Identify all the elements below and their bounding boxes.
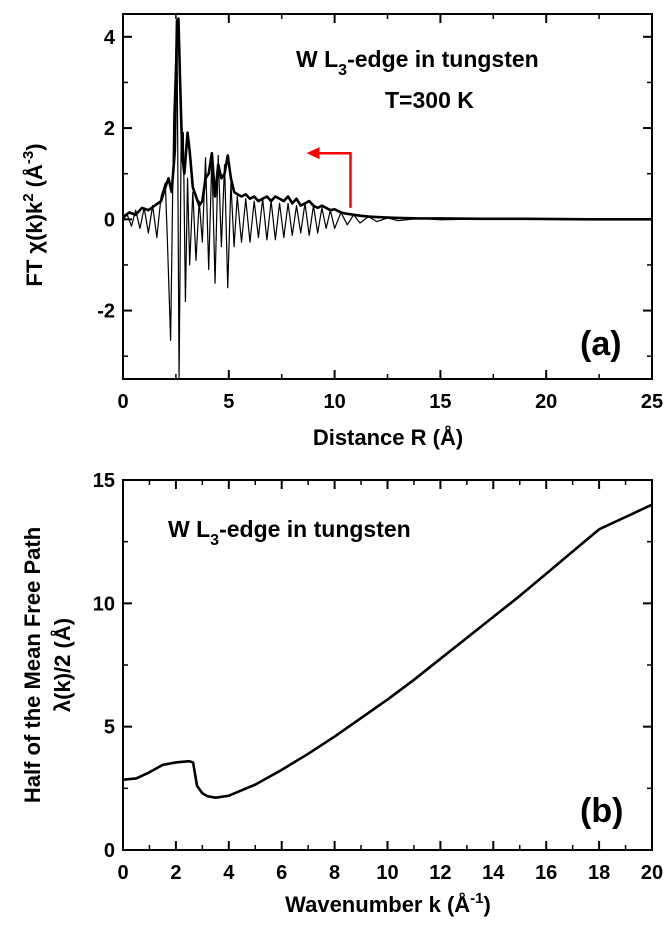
panel-b-y-axis-title-line2: λ(k)/2 (Å) [49,618,75,712]
red-arrow-head [306,147,320,160]
x-tick-label: 12 [429,862,451,884]
panel-b-x-tick-labels: 0 2 4 6 8 10 12 14 16 18 20 [117,862,663,884]
x-tick-label: 15 [429,391,451,413]
x-tick-label: 2 [170,862,181,884]
panel-b-x-axis-title: Wavenumber k (Å-1) [285,890,491,917]
y-tick-label: 10 [93,593,115,615]
panel-b: 0 2 4 6 8 10 12 14 16 18 20 0 5 10 15 W L3-edge in tu… [20,470,663,917]
y-tick-label: 5 [104,717,115,739]
panel-b-annotation: W L3-edge in tungsten [168,516,411,549]
panel-a-y-axis-title: FT χ(k)k2 (Å-3) [20,143,47,286]
x-tick-label: 16 [535,862,557,884]
panel-a-series [122,17,652,380]
panel-b-ticks [122,479,653,851]
x-tick-label: 25 [641,391,663,413]
panel-a-annotation-line2: T=300 K [385,87,474,113]
y-tick-label: 0 [104,840,115,862]
x-tick-label: 10 [376,862,398,884]
panel-a-arrow [306,147,352,208]
x-tick-label: 20 [641,862,663,884]
panel-a-annotation-line1: W L3-edge in tungsten [296,46,539,79]
y-tick-label: -2 [97,301,115,323]
x-tick-label: 5 [223,391,234,413]
panel-b-label: (b) [580,792,623,830]
x-tick-label: 4 [223,862,235,884]
panel-b-series [122,503,653,800]
panel-a-ticks [122,14,653,379]
x-tick-label: 6 [276,862,287,884]
y-tick-label: 4 [104,27,116,49]
y-tick-label: 0 [104,209,115,231]
panel-b-y-axis-title-line1: Half of the Mean Free Path [20,527,45,803]
panel-a-label: (a) [580,325,622,363]
y-tick-label: 15 [93,470,115,492]
panel-a-y-tick-labels: -2 0 2 4 [97,27,116,323]
panel-a-x-axis-title: Distance R (Å) [313,424,463,450]
x-tick-label: 20 [535,391,557,413]
x-tick-label: 18 [588,862,610,884]
series-line-thick [122,503,653,800]
red-arrow-line [315,151,352,208]
panel-a-x-tick-labels: 0 5 10 15 20 25 [117,391,663,413]
panel-b-y-tick-labels: 0 5 10 15 [93,470,115,862]
x-tick-label: 8 [329,862,340,884]
panel-a: 0 5 10 15 20 25 -2 0 2 4 W L3-edge in tungsten T… [20,13,663,450]
x-tick-label: 10 [323,391,345,413]
series-line-thin [122,20,652,380]
series-line-thick [122,17,652,221]
y-tick-label: 2 [104,118,115,140]
x-tick-label: 14 [482,862,505,884]
x-tick-label: 0 [117,862,128,884]
x-tick-label: 0 [117,391,128,413]
